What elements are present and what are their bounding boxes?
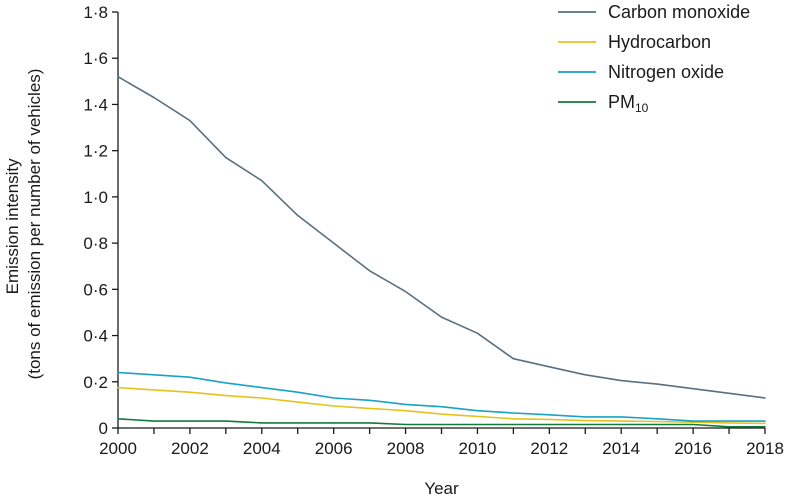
y-tick-label: 0·8 — [83, 234, 108, 253]
legend-label-carbon-monoxide: Carbon monoxide — [608, 2, 750, 22]
series-line-hydrocarbon — [117, 386, 766, 425]
y-tick-label: 0·2 — [83, 373, 108, 392]
legend-label-nitrogen-oxide: Nitrogen oxide — [608, 62, 724, 82]
x-axis-ticks: 2000 2002 2004 2006 2008 2010 2012 2014 2016 2018 — [99, 428, 784, 458]
y-tick-label: 0 — [99, 419, 108, 438]
y-tick-label: 0·6 — [83, 280, 108, 299]
y-tick-label: 1·8 — [83, 3, 108, 22]
legend: Carbon monoxide Hydrocarbon Nitrogen oxide… — [558, 2, 750, 115]
x-tick-label: 2000 — [99, 439, 137, 458]
x-tick-label: 2018 — [746, 439, 784, 458]
legend-label-pm10: PM10 — [608, 92, 649, 115]
y-axis-title-line-1: Emission intensity — [3, 158, 22, 295]
y-axis-ticks: 0 0·2 0·4 0·6 0·8 1·0 1·2 1·4 1·6 1·8 — [83, 3, 118, 438]
y-tick-label: 1·4 — [83, 95, 108, 114]
y-tick-label: 1·6 — [83, 49, 108, 68]
x-tick-label: 2016 — [674, 439, 712, 458]
y-tick-label: 0·4 — [83, 327, 108, 346]
series-lines — [117, 75, 766, 428]
y-axis-title: Emission intensity (tons of emission per… — [3, 69, 44, 380]
x-tick-label: 2002 — [171, 439, 209, 458]
x-tick-label: 2006 — [315, 439, 353, 458]
x-tick-label: 2008 — [387, 439, 425, 458]
y-tick-label: 1·2 — [83, 142, 108, 161]
series-line-nitrogen-oxide — [117, 371, 766, 422]
x-tick-label: 2004 — [243, 439, 281, 458]
x-tick-label: 2010 — [459, 439, 497, 458]
series-line-carbon-monoxide — [117, 75, 766, 399]
y-tick-label: 1·0 — [83, 188, 108, 207]
x-tick-label: 2014 — [602, 439, 640, 458]
x-tick-label: 2012 — [530, 439, 568, 458]
legend-label-hydrocarbon: Hydrocarbon — [608, 32, 711, 52]
series-line-pm10 — [117, 417, 766, 428]
x-axis-title: Year — [424, 479, 459, 498]
y-axis-title-line-2: (tons of emission per number of vehicles… — [25, 69, 44, 380]
